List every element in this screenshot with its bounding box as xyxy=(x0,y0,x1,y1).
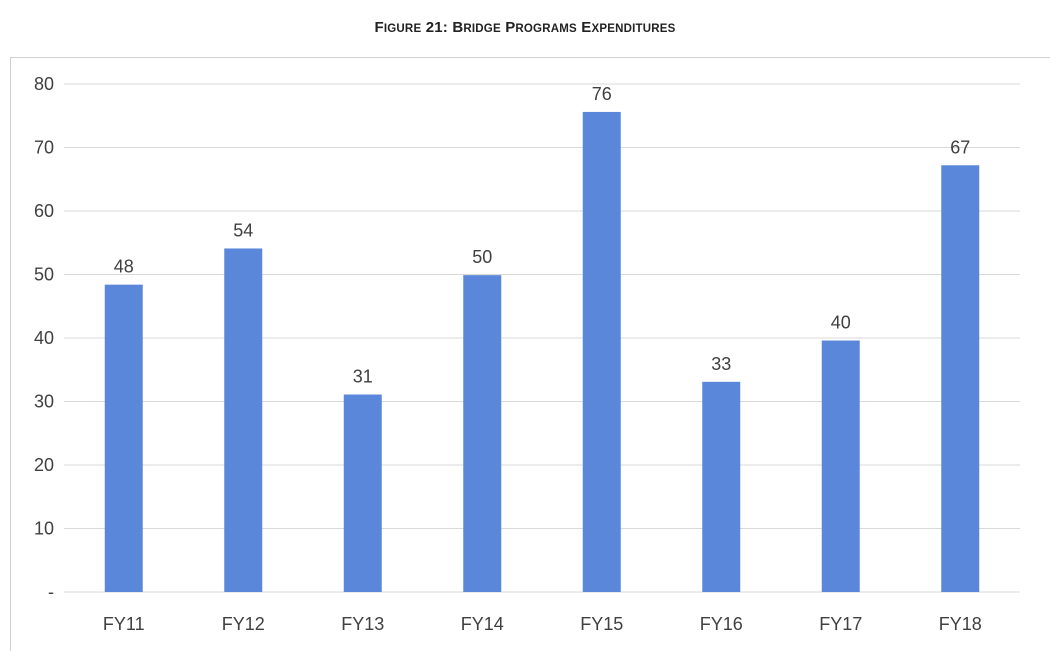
y-tick-label: - xyxy=(48,582,54,602)
x-axis-ticks: FY11 FY12 FY13 FY14 FY15 FY16 FY17 FY18 xyxy=(103,614,982,634)
data-label-fy13: 31 xyxy=(353,367,373,387)
bar-fy18 xyxy=(941,165,980,592)
title-figure-prefix-rest: IGURE xyxy=(383,23,422,35)
data-label-fy14: 50 xyxy=(472,247,492,267)
title-figure-prefix: F xyxy=(374,19,384,36)
x-tick-label-fy15: FY15 xyxy=(580,614,623,634)
y-tick-label: 80 xyxy=(34,74,54,94)
y-tick-label: 30 xyxy=(34,392,54,412)
gridlines xyxy=(64,83,1020,593)
bar-fy11 xyxy=(104,284,143,592)
chart-area xyxy=(10,57,1050,651)
bar-fy14 xyxy=(463,275,502,592)
x-tick-label-fy16: FY16 xyxy=(700,614,743,634)
x-tick-label-fy17: FY17 xyxy=(819,614,862,634)
bar-fy17 xyxy=(821,340,860,592)
data-label-fy12: 54 xyxy=(233,220,253,240)
title-word-programs: PROGRAMS xyxy=(505,19,577,36)
y-tick-label: 60 xyxy=(34,201,54,221)
data-label-fy18: 67 xyxy=(950,137,970,157)
title-figure-number: 21: xyxy=(425,19,448,36)
title-word-bridge: BRIDGE xyxy=(452,19,501,36)
y-tick-label: 70 xyxy=(34,138,54,158)
data-labels: 48 54 31 50 76 33 40 67 xyxy=(114,84,971,387)
bar-fy12 xyxy=(224,248,263,592)
data-label-fy16: 33 xyxy=(711,354,731,374)
title-word-expenditures: EXPENDITURES xyxy=(581,19,676,36)
y-tick-label: 40 xyxy=(34,328,54,348)
bar-fy13 xyxy=(343,394,382,592)
bar-fy16 xyxy=(702,381,741,592)
data-label-fy17: 40 xyxy=(831,313,851,333)
bar-fy15 xyxy=(582,111,621,592)
y-tick-label: 10 xyxy=(34,519,54,539)
x-tick-label-fy13: FY13 xyxy=(341,614,384,634)
data-label-fy15: 76 xyxy=(592,84,612,104)
x-tick-label-fy12: FY12 xyxy=(222,614,265,634)
y-tick-label: 20 xyxy=(34,455,54,475)
y-axis-ticks: - 10 20 30 40 50 60 70 80 xyxy=(34,74,54,602)
figure-title: FIGURE 21: BRIDGE PROGRAMS EXPENDITURES xyxy=(0,19,1050,36)
x-tick-label-fy11: FY11 xyxy=(103,614,145,634)
bars xyxy=(104,111,980,592)
y-tick-label: 50 xyxy=(34,265,54,285)
x-tick-label-fy18: FY18 xyxy=(939,614,982,634)
data-label-fy11: 48 xyxy=(114,257,134,277)
x-tick-label-fy14: FY14 xyxy=(461,614,504,634)
